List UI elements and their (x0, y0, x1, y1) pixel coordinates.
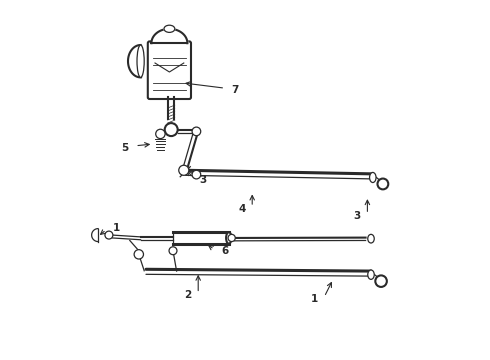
Text: 1: 1 (113, 223, 120, 233)
Text: 1: 1 (311, 294, 318, 304)
Circle shape (169, 247, 177, 255)
Circle shape (179, 165, 189, 175)
Circle shape (192, 170, 201, 179)
Polygon shape (92, 229, 98, 242)
Text: 5: 5 (122, 143, 129, 153)
Text: 3: 3 (199, 175, 206, 185)
Text: 3: 3 (354, 211, 361, 221)
Text: 7: 7 (232, 85, 239, 95)
Circle shape (165, 123, 178, 136)
FancyBboxPatch shape (148, 41, 191, 99)
Polygon shape (128, 45, 141, 77)
Text: 4: 4 (238, 204, 245, 214)
Ellipse shape (369, 172, 376, 183)
Ellipse shape (368, 270, 374, 279)
Ellipse shape (164, 25, 175, 32)
Text: 2: 2 (184, 290, 192, 300)
Circle shape (192, 127, 201, 136)
Text: 6: 6 (221, 246, 228, 256)
Circle shape (134, 250, 144, 259)
Ellipse shape (226, 232, 231, 244)
Circle shape (375, 275, 387, 287)
Circle shape (228, 234, 235, 242)
Circle shape (105, 231, 113, 239)
Ellipse shape (164, 25, 175, 32)
Circle shape (156, 129, 165, 139)
Circle shape (377, 179, 388, 189)
Ellipse shape (368, 234, 374, 243)
Ellipse shape (137, 45, 144, 77)
